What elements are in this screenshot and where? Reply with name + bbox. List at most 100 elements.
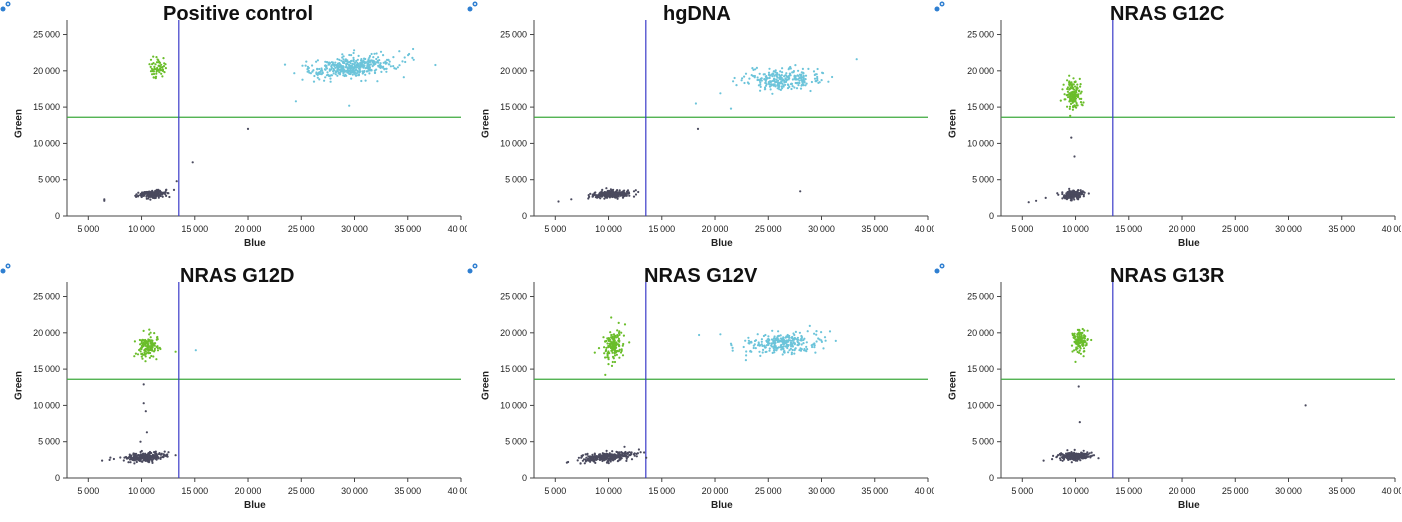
droplet-point xyxy=(607,462,610,465)
y-tick-label: 20 000 xyxy=(33,328,60,338)
droplet-point xyxy=(784,83,787,86)
droplet-point xyxy=(352,58,355,61)
droplet-point xyxy=(1076,350,1079,354)
droplet-point xyxy=(593,193,596,196)
droplet-point xyxy=(792,337,795,340)
droplet-point xyxy=(771,92,774,95)
plot-options-icon[interactable] xyxy=(467,262,479,274)
plot-options-icon[interactable] xyxy=(0,0,12,12)
droplet-point xyxy=(323,79,326,82)
droplet-point xyxy=(813,77,817,80)
droplet-point xyxy=(791,78,794,81)
droplet-point xyxy=(340,59,343,62)
droplet-point xyxy=(584,460,587,463)
chart-panel-1: 0 5 000 10 000 15 000 20 000 25 000 5 000 10 00… xyxy=(467,0,934,260)
droplet-point xyxy=(343,61,346,65)
droplet-point xyxy=(611,343,615,346)
droplet-point xyxy=(773,345,776,348)
droplet-point xyxy=(767,342,770,345)
droplet-point xyxy=(349,72,352,76)
droplet-point xyxy=(748,77,751,80)
droplet-point xyxy=(149,58,153,61)
x-tick-label: 20 000 xyxy=(1169,224,1196,234)
x-tick-label: 40 000 xyxy=(915,486,934,496)
droplet-point xyxy=(340,68,343,71)
droplet-point xyxy=(597,455,600,458)
droplet-point xyxy=(790,353,793,356)
droplet-point xyxy=(1082,355,1085,358)
chart-panel-5: 0 5 000 10 000 15 000 20 000 25 000 5 000 10 00… xyxy=(934,262,1401,522)
droplet-cluster-0 xyxy=(587,187,640,200)
droplet-point xyxy=(823,336,827,339)
droplet-point xyxy=(1080,97,1083,100)
droplet-point xyxy=(1075,104,1078,107)
droplet-point xyxy=(633,454,636,457)
droplet-point xyxy=(140,456,143,460)
droplet-point xyxy=(161,75,164,78)
droplet-point xyxy=(617,340,620,343)
droplet-point xyxy=(794,347,797,350)
droplet-point xyxy=(349,69,352,72)
y-tick-label: 5 000 xyxy=(505,437,527,447)
droplet-point xyxy=(1072,336,1075,339)
droplet-point xyxy=(148,328,151,331)
plot-options-icon[interactable] xyxy=(934,0,946,12)
droplet-point xyxy=(1078,195,1082,198)
droplet-point xyxy=(769,88,772,91)
droplet-point xyxy=(151,461,154,464)
droplet-point xyxy=(364,73,367,76)
droplet-point xyxy=(156,347,159,350)
plot-options-icon[interactable] xyxy=(934,262,946,274)
droplet-point xyxy=(772,339,775,342)
droplet-point xyxy=(142,191,145,195)
droplet-point xyxy=(367,58,370,61)
droplet-point xyxy=(764,81,767,85)
droplet-point xyxy=(584,453,587,456)
plot-options-icon[interactable] xyxy=(467,0,479,12)
plot-svg-0: 0 5 000 10 000 15 000 20 000 25 000 5 000 10 00… xyxy=(33,20,467,234)
x-axis-label-1: Blue xyxy=(711,238,733,249)
droplet-point xyxy=(602,336,605,339)
droplet-point xyxy=(764,346,767,349)
droplet-point xyxy=(1061,191,1064,194)
droplet-point xyxy=(315,72,318,75)
droplet-point xyxy=(799,339,802,342)
droplet-point xyxy=(153,65,156,68)
droplet-point xyxy=(1076,86,1079,89)
droplet-point xyxy=(150,348,154,351)
droplet-point xyxy=(351,70,354,73)
droplet-point xyxy=(141,453,145,456)
droplet-point xyxy=(745,350,748,353)
droplet-point xyxy=(1063,456,1066,460)
droplet-point xyxy=(758,350,761,353)
droplet-point xyxy=(342,55,345,58)
droplet-point xyxy=(797,69,800,72)
droplet-point xyxy=(329,80,332,83)
droplet-point xyxy=(604,350,607,353)
droplet-point xyxy=(344,66,347,69)
droplet-point xyxy=(616,191,619,194)
droplet-point xyxy=(781,71,784,74)
plot-options-icon[interactable] xyxy=(0,262,12,274)
droplet-point xyxy=(155,72,158,75)
droplet-point xyxy=(127,456,130,459)
droplet-point xyxy=(782,85,785,88)
droplet-point xyxy=(782,336,785,339)
droplet-point xyxy=(152,192,155,195)
droplet-point xyxy=(315,60,318,63)
droplet-point xyxy=(362,64,365,67)
droplet-point xyxy=(294,100,297,103)
droplet-point xyxy=(777,330,780,333)
droplet-point xyxy=(776,87,779,90)
droplet-point xyxy=(750,74,753,77)
droplet-point xyxy=(628,194,631,197)
droplet-point xyxy=(1088,452,1091,455)
droplet-point xyxy=(355,59,358,63)
y-tick-label: 10 000 xyxy=(500,138,527,148)
x-tick-label: 30 000 xyxy=(1275,486,1302,496)
droplet-point xyxy=(342,66,345,69)
droplet-point xyxy=(136,454,140,457)
droplet-point xyxy=(757,341,760,344)
droplet-point xyxy=(1077,192,1080,195)
droplet-point xyxy=(366,70,369,73)
